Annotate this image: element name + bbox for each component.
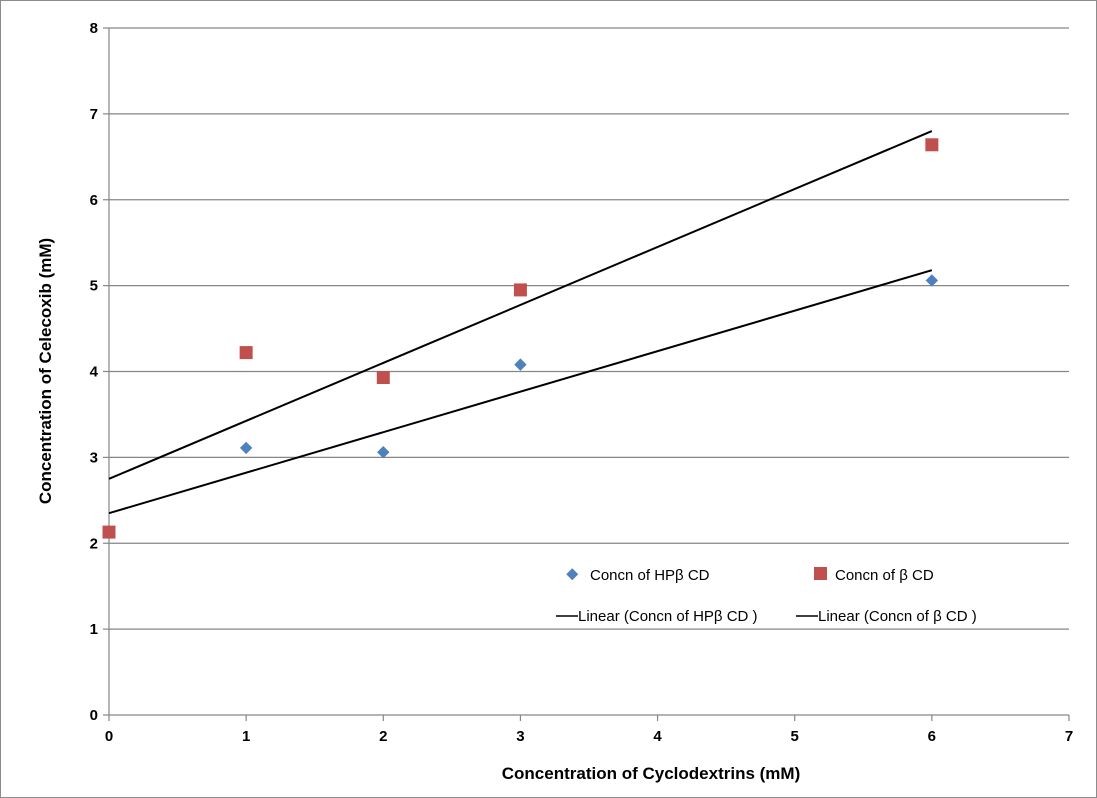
axes — [103, 27, 1070, 721]
y-tick-labels: 0 1 2 3 4 5 6 7 8 — [90, 20, 99, 724]
legend-item-linear-b-cd: Linear (Concn of β CD ) — [796, 608, 977, 625]
legend-label-linear-b-cd: Linear (Concn of β CD ) — [818, 608, 977, 625]
y-tick-label: 5 — [90, 278, 98, 295]
data-point-hpb-cd — [377, 446, 390, 459]
y-tick-label: 6 — [90, 192, 98, 209]
y-tick-label: 8 — [90, 20, 98, 37]
legend-label-hpb-cd: Concn of HPβ CD — [590, 567, 710, 584]
data-point-hpb-cd — [239, 441, 253, 455]
y-tick-label: 0 — [90, 707, 98, 724]
legend: Concn of HPβ CD Concn of β CD Linear (Co… — [556, 567, 977, 625]
legend-item-hpb-cd: Concn of HPβ CD — [566, 567, 710, 584]
square-marker-icon — [814, 567, 827, 580]
x-tick-labels: 0 1 2 3 4 5 6 7 — [105, 728, 1073, 745]
x-tick-label: 3 — [516, 728, 524, 745]
data-point-b-cd — [513, 283, 527, 297]
x-tick-label: 0 — [105, 728, 113, 745]
x-tick-label: 6 — [928, 728, 936, 745]
x-tick-label: 1 — [242, 728, 250, 745]
trendline-1 — [108, 130, 933, 480]
y-axis-title: Concentration of Celecoxib (mM) — [36, 238, 55, 504]
y-tick-label: 1 — [90, 621, 98, 638]
data-point-b-cd — [239, 346, 253, 360]
diamond-marker-icon — [566, 568, 579, 581]
x-tick-label: 2 — [379, 728, 387, 745]
data-point-b-cd — [925, 138, 939, 152]
legend-label-linear-hpb-cd: Linear (Concn of HPβ CD ) — [578, 608, 758, 625]
data-point-b-cd — [376, 371, 390, 385]
x-tick-label: 5 — [791, 728, 799, 745]
data-point-hpb-cd — [925, 274, 939, 287]
x-axis-title: Concentration of Cyclodextrins (mM) — [502, 764, 800, 783]
data-point-b-cd — [102, 525, 116, 539]
trendline-0 — [108, 269, 933, 515]
y-tick-label: 4 — [90, 364, 99, 381]
legend-item-linear-hpb-cd: Linear (Concn of HPβ CD ) — [556, 608, 758, 625]
gridlines — [109, 27, 1069, 630]
data-points — [102, 138, 939, 539]
y-tick-label: 2 — [90, 535, 98, 552]
x-tick-label: 4 — [653, 728, 662, 745]
y-tick-label: 3 — [90, 449, 98, 466]
legend-item-b-cd: Concn of β CD — [814, 567, 934, 584]
data-point-hpb-cd — [514, 358, 527, 371]
legend-label-b-cd: Concn of β CD — [835, 567, 934, 584]
x-tick-label: 7 — [1065, 728, 1073, 745]
y-tick-label: 7 — [90, 106, 98, 123]
trendlines — [108, 130, 933, 515]
